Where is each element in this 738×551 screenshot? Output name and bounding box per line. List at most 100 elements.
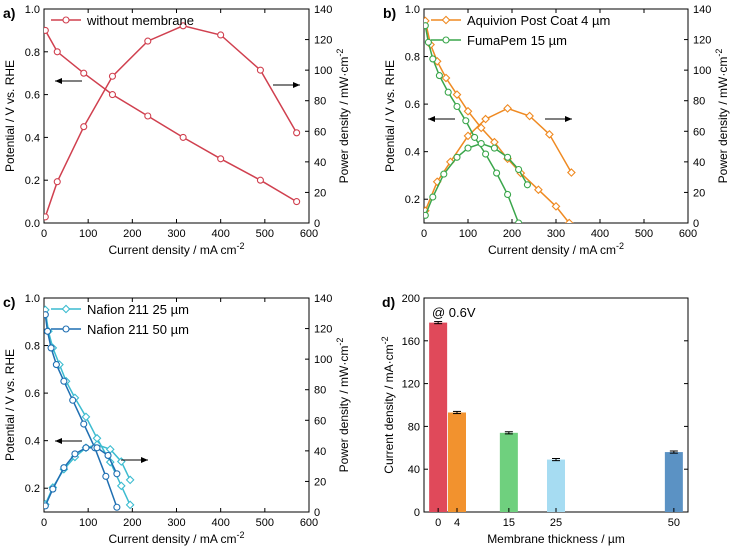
polarization-point [125,500,135,510]
y-tick-left-label: 1.0 [25,293,40,305]
x-tick-label: 50 [668,517,680,529]
y-tick-right-label: 140 [693,4,711,16]
power-point [179,22,187,30]
power-point [424,211,429,219]
polarization-point [52,361,60,369]
y-axis-right-label: Power density / mW·cm-2 [335,338,351,473]
y-tick-left-label: 1.0 [405,4,420,16]
legend-marker [62,325,70,333]
polarization-point [44,327,52,335]
power-point [440,170,448,178]
power-point [567,168,576,177]
power-point [453,153,461,161]
x-tick-label: 15 [503,517,515,529]
polarization-point [102,472,110,480]
legend-label: Nafion 211 50 µm [87,322,189,337]
power-point [93,444,101,452]
polarization-point [44,311,49,319]
x-axis-label: Current density / mA cm-2 [108,530,244,546]
y-tick-right-label: 40 [314,446,326,458]
y-tick-left-label: 0.2 [25,175,40,187]
power-point [481,114,490,124]
x-tick-label: 0 [421,228,427,240]
arrow-left-head [55,438,62,444]
y-axis-left-label: Potential / V vs. RHE [383,60,397,172]
power-point [53,178,61,186]
y-tick-right-label: 80 [314,96,326,108]
x-tick-label: 200 [503,228,521,240]
y-tick-label: 200 [402,293,420,305]
power-point [490,144,498,152]
polarization-point [105,457,115,467]
power-point [525,111,534,121]
annotation: @ 0.6V [432,305,476,320]
polarization-point [515,219,523,223]
power-point [545,129,554,139]
polarization-point [44,26,49,34]
x-tick-label: 100 [79,228,97,240]
y-tick-label: 160 [402,336,420,348]
y-tick-right-label: 120 [314,324,332,336]
y-tick-right-label: 100 [314,65,332,77]
polarization-point [69,396,77,404]
series-1 [424,22,531,223]
x-tick-label: 200 [123,517,141,529]
x-tick-label: 600 [300,228,318,240]
power-point [503,103,512,113]
x-tick-label: 100 [459,228,477,240]
power-point [429,193,437,201]
arrow-right-head [293,82,300,88]
bar [664,452,683,512]
y-tick-left-label: 0.8 [405,52,420,64]
y-tick-right-label: 140 [314,4,332,16]
y-tick-left-label: 0.8 [25,341,40,353]
bar [547,459,565,512]
legend-label: without membrane [86,13,194,28]
x-tick-label: 300 [167,517,185,529]
panel-label: c) [3,294,15,310]
polarization-point [47,344,55,352]
y-tick-right-label: 100 [693,65,711,77]
x-tick-label: 500 [256,517,274,529]
y-tick-right-label: 40 [693,157,705,169]
arrow-right-head [565,116,572,122]
legend-marker [442,36,450,44]
power-point [44,213,49,221]
y-tick-left-label: 0.4 [405,147,420,159]
y-tick-left-label: 0.0 [25,218,40,230]
polarization-point [424,38,432,46]
x-tick-label: 400 [211,517,229,529]
bar [499,432,518,512]
x-axis-label-sup: -2 [237,241,245,251]
y-tick-left-label: 0.6 [405,99,420,111]
power-point [523,181,531,189]
power-point [217,31,225,39]
polarization-point [217,155,225,163]
y-axis-left-label: Potential / V vs. RHE [3,349,17,461]
polarization-line [44,314,118,508]
x-axis-label-sup: -2 [237,530,245,540]
x-tick-label: 0 [41,517,47,529]
y-tick-right-label: 20 [693,187,705,199]
polarization-point [444,88,452,96]
y-tick-right-label: 80 [693,96,705,108]
y-tick-label: 120 [402,379,420,391]
polarization-point [108,91,117,99]
y-tick-right-label: 0 [314,507,320,519]
y-tick-left-label: 0.6 [25,90,40,102]
power-point [80,123,88,131]
series-0 [424,16,576,223]
legend-marker [62,16,70,24]
y-axis-label-sup: -2 [380,336,390,344]
polarization-point [80,420,88,428]
polarization-point [534,185,543,195]
y-tick-left-label: 0.8 [25,47,40,59]
power-line [424,107,573,212]
polarization-point [144,112,152,120]
polarization-point [504,190,512,199]
power-point [504,153,512,161]
y-axis-right-label-sup: -2 [714,49,724,57]
polarization-point [476,123,486,133]
polarization-point [53,48,61,56]
